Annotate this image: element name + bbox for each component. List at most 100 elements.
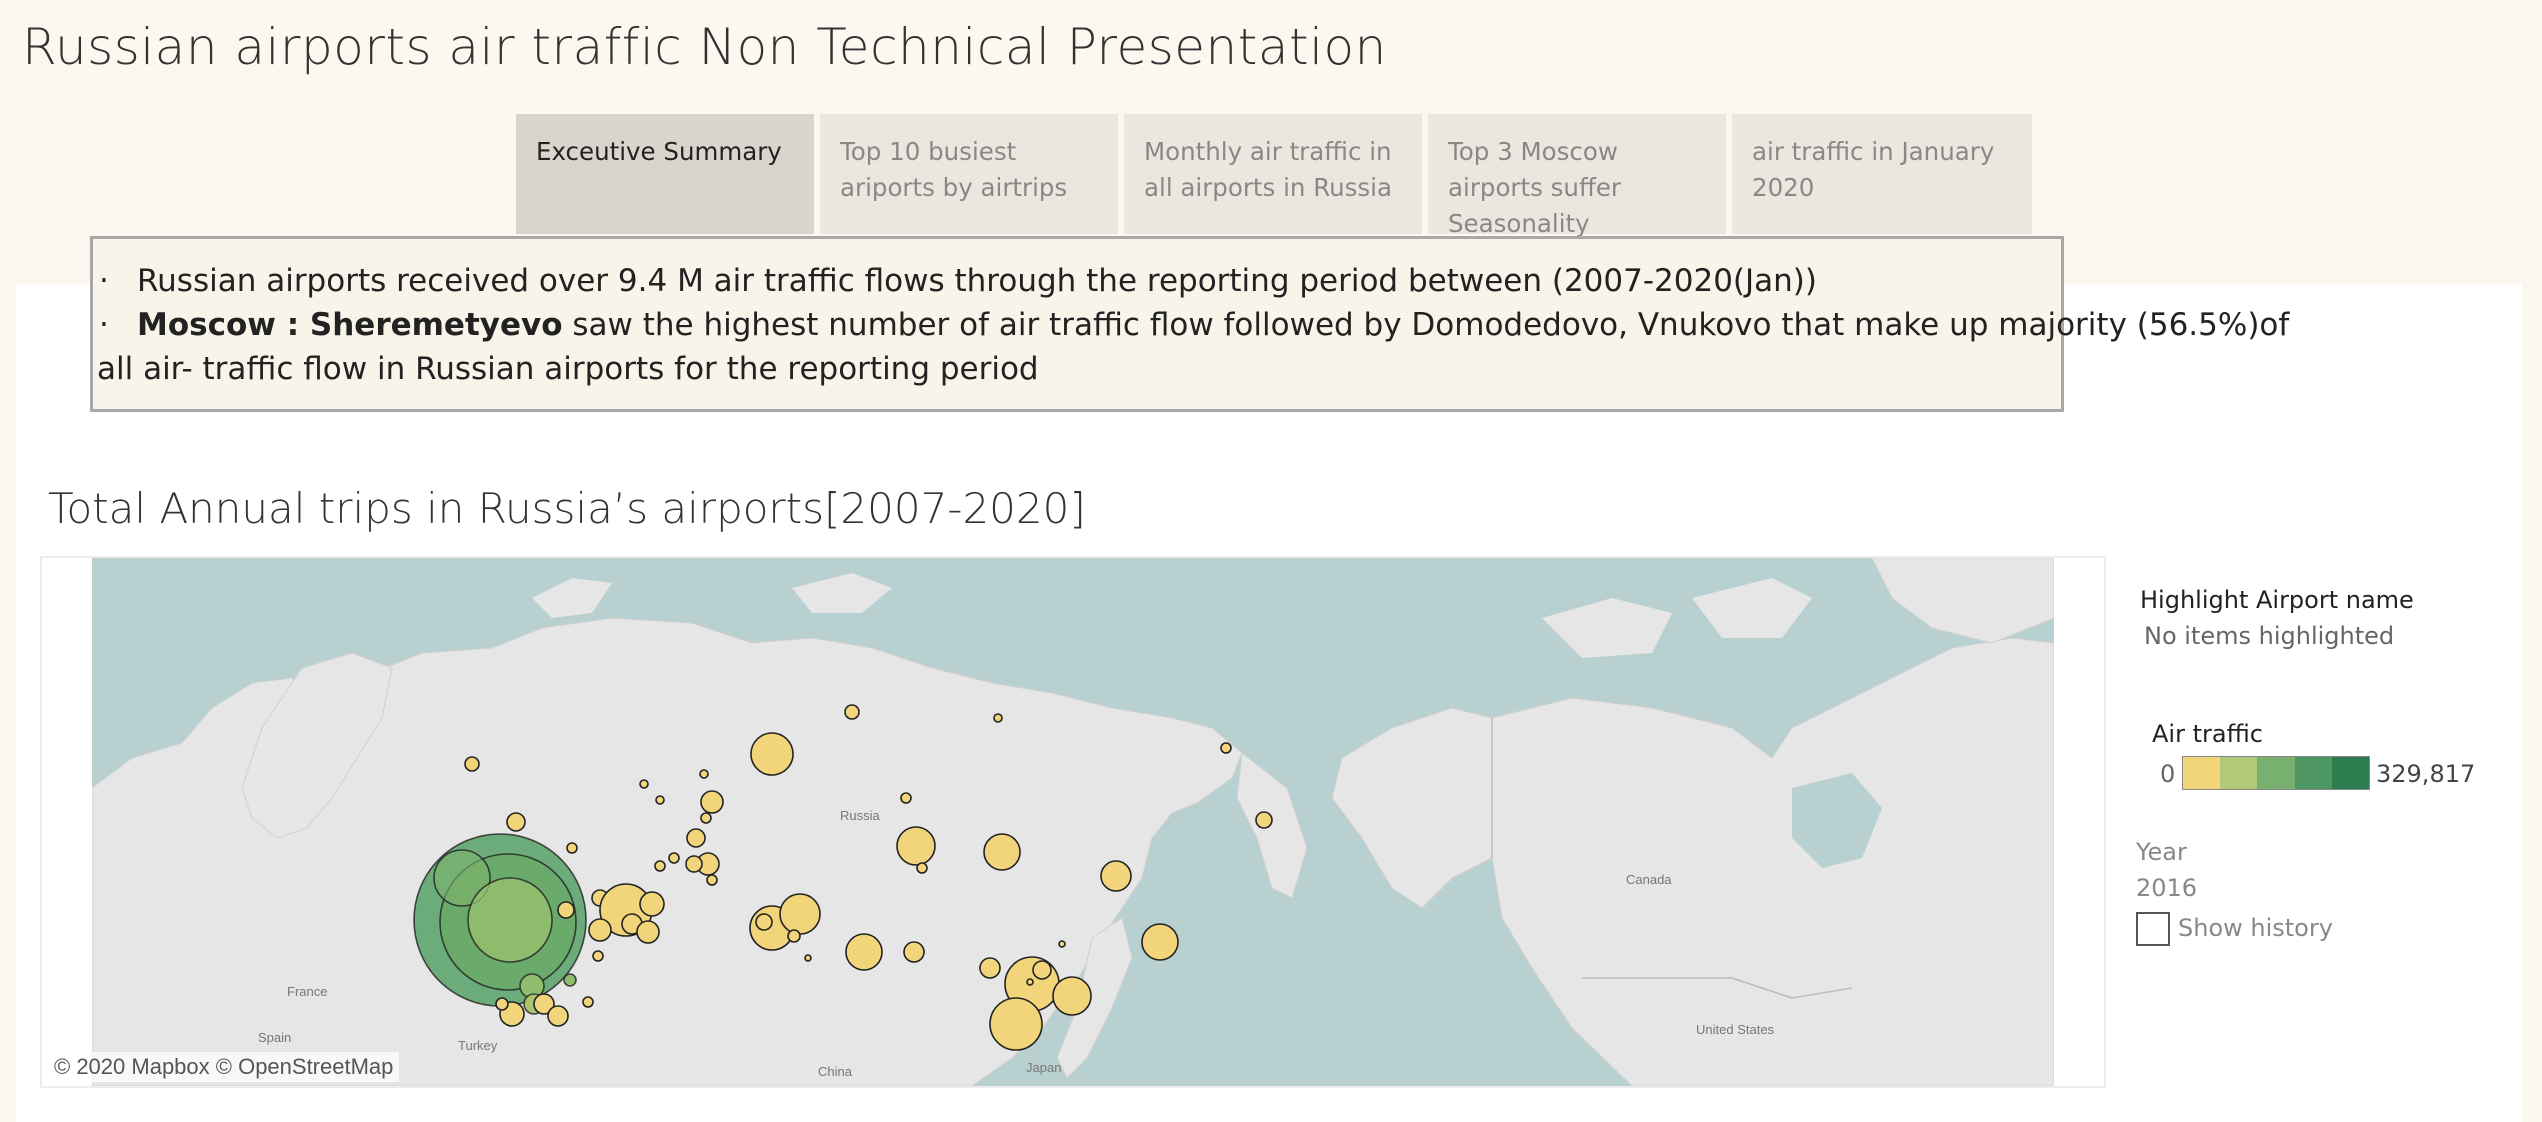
- summary-text-1: Russian airports received over 9.4 M air…: [137, 263, 1817, 299]
- airport-bubble[interactable]: [495, 997, 509, 1011]
- tab-air-traffic-january-2020[interactable]: air traffic in January 2020: [1732, 114, 2032, 234]
- north-america-landmass: [1491, 637, 2054, 1086]
- airport-bubble[interactable]: [979, 957, 1001, 979]
- color-step: [2183, 757, 2221, 789]
- map-label-russia: Russia: [840, 808, 881, 823]
- executive-summary-box: · Russian airports received over 9.4 M ai…: [90, 236, 2289, 412]
- airport-bubble[interactable]: [916, 862, 928, 874]
- airport-bubble[interactable]: [845, 933, 883, 971]
- airport-bubble[interactable]: [1255, 811, 1273, 829]
- airport-bubble[interactable]: [699, 769, 709, 779]
- airport-bubble[interactable]: [668, 852, 680, 864]
- airport-bubble[interactable]: [1100, 860, 1132, 892]
- color-step: [2257, 757, 2295, 789]
- summary-line-3: all air- traffic flow in Russian airport…: [97, 347, 2057, 391]
- highlight-title: Highlight Airport name: [2140, 586, 2414, 614]
- summary-text-3: all air- traffic flow in Russian airport…: [97, 351, 1039, 387]
- airport-bubble[interactable]: [993, 713, 1003, 723]
- air-traffic-map[interactable]: Russia Canada United States France Spain…: [92, 558, 2054, 1086]
- summary-line-1: · Russian airports received over 9.4 M ai…: [97, 259, 2057, 303]
- show-history-checkbox[interactable]: [2136, 912, 2170, 946]
- page-title: Russian airports air traffic Non Technic…: [22, 18, 1387, 76]
- airport-bubble[interactable]: [1032, 960, 1052, 980]
- kamchatka-landmass: [1236, 752, 1308, 899]
- map-label-china: China: [818, 1064, 853, 1079]
- hudson-bay: [1792, 773, 1882, 868]
- airport-bubble[interactable]: [804, 954, 812, 962]
- airport-bubble[interactable]: [1058, 940, 1066, 948]
- air-traffic-color-ramp: [2182, 756, 2370, 790]
- map-copyright[interactable]: © 2020 Mapbox © OpenStreetMap: [48, 1052, 400, 1082]
- airport-bubble[interactable]: [903, 941, 925, 963]
- airport-bubble[interactable]: [547, 1005, 569, 1027]
- map-label-canada: Canada: [1626, 872, 1672, 887]
- airport-bubble[interactable]: [639, 779, 649, 789]
- airport-bubble[interactable]: [983, 833, 1021, 871]
- airport-bubble[interactable]: [654, 860, 666, 872]
- tab-executive-summary[interactable]: Exceutive Summary: [516, 114, 814, 234]
- airport-bubble[interactable]: [566, 842, 578, 854]
- summary-text-2: saw the highest number of air traffic fl…: [562, 307, 2290, 343]
- color-step: [2331, 757, 2370, 789]
- map-label-japan: Japan: [1026, 1060, 1061, 1075]
- airport-bubble[interactable]: [655, 795, 665, 805]
- color-step: [2220, 757, 2258, 789]
- airport-bubble[interactable]: [1220, 742, 1232, 754]
- airport-bubble[interactable]: [900, 792, 912, 804]
- map-label-united-states: United States: [1696, 1022, 1775, 1037]
- legend-min-value: 0: [2160, 760, 2176, 788]
- map-label-france: France: [287, 984, 327, 999]
- airport-bubble[interactable]: [588, 918, 612, 942]
- map-label-spain: Spain: [258, 1030, 291, 1045]
- japan-landmass: [1056, 917, 1133, 1079]
- airport-bubble[interactable]: [464, 756, 480, 772]
- arctic-island: [532, 578, 612, 618]
- year-label: Year: [2136, 838, 2187, 866]
- highlight-input[interactable]: No items highlighted: [2144, 622, 2395, 650]
- canada-us-border: [1582, 977, 1853, 999]
- airport-bubble[interactable]: [533, 993, 555, 1015]
- airport-bubble[interactable]: [844, 704, 860, 720]
- alaska-landmass: [1331, 707, 1493, 909]
- arctic-island: [792, 573, 892, 613]
- legend-max-value: 329,817: [2376, 760, 2476, 788]
- airport-bubble[interactable]: [506, 812, 526, 832]
- airport-bubble[interactable]: [636, 920, 660, 944]
- airport-bubble[interactable]: [1026, 978, 1034, 986]
- show-history-label[interactable]: Show history: [2178, 914, 2333, 942]
- airport-bubble[interactable]: [700, 812, 712, 824]
- airport-bubble[interactable]: [750, 732, 794, 776]
- airport-bubble[interactable]: [1141, 923, 1179, 961]
- airport-bubble[interactable]: [779, 893, 821, 935]
- airport-bubble[interactable]: [592, 950, 604, 962]
- map-label-turkey: Turkey: [458, 1038, 498, 1053]
- tab-top-10-busiest-airports[interactable]: Top 10 busiest ariports by airtrips: [820, 114, 1118, 234]
- airport-bubble[interactable]: [685, 855, 703, 873]
- summary-line-2: · Moscow : Sheremetyevo saw the highest n…: [97, 303, 2289, 347]
- airport-bubble[interactable]: [582, 996, 594, 1008]
- map-title: Total Annual trips in Russia’s airports[…: [48, 484, 1086, 533]
- color-step: [2294, 757, 2332, 789]
- airport-bubble-vnukovo[interactable]: [433, 849, 491, 907]
- airport-bubble[interactable]: [686, 828, 706, 848]
- scandinavia-landmass: [241, 652, 393, 839]
- summary-bold-airport: Moscow : Sheremetyevo: [137, 307, 563, 343]
- air-traffic-legend-title: Air traffic: [2152, 720, 2263, 748]
- airport-bubble[interactable]: [639, 891, 665, 917]
- year-value[interactable]: 2016: [2136, 874, 2198, 902]
- tab-top-3-moscow-airports[interactable]: Top 3 Moscow airports suffer Seasonality: [1428, 114, 1726, 238]
- airport-bubble[interactable]: [557, 901, 575, 919]
- airport-bubble[interactable]: [467, 877, 553, 963]
- airport-bubble[interactable]: [563, 973, 577, 987]
- airport-bubble[interactable]: [706, 874, 718, 886]
- airport-bubble[interactable]: [755, 913, 773, 931]
- greenland-landmass: [1871, 558, 2054, 644]
- tab-monthly-air-traffic[interactable]: Monthly air traffic in all airports in R…: [1124, 114, 1422, 234]
- airport-bubble[interactable]: [1052, 976, 1092, 1016]
- arctic-island: [1542, 598, 1672, 658]
- arctic-island: [1692, 578, 1812, 638]
- airport-bubble[interactable]: [989, 997, 1043, 1051]
- airport-bubble[interactable]: [787, 929, 801, 943]
- airport-bubble[interactable]: [700, 790, 724, 814]
- airport-bubble[interactable]: [896, 826, 936, 866]
